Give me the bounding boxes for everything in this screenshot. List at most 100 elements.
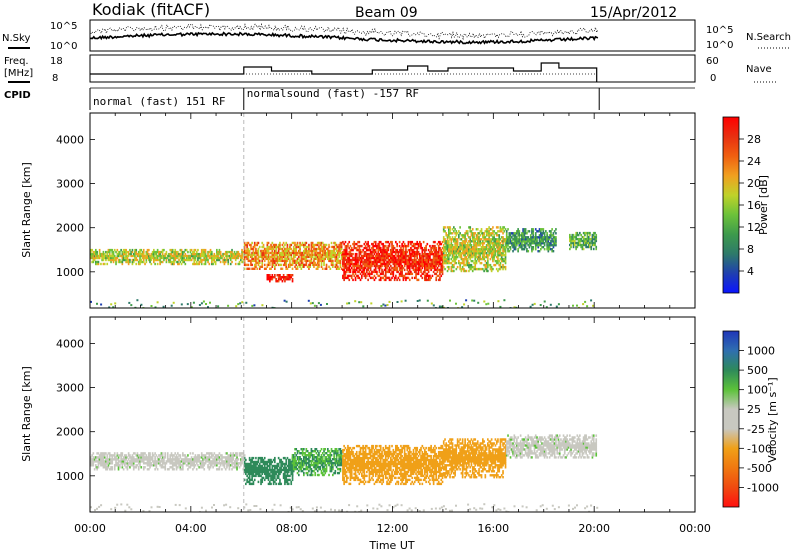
power-cell [594, 239, 596, 243]
power-cell [406, 264, 409, 268]
velocity-cell [137, 454, 140, 457]
power-cell [454, 228, 456, 231]
power-cell [324, 251, 327, 255]
power-cell [311, 251, 314, 255]
velocity-cell [222, 460, 224, 463]
power-cell [280, 251, 282, 255]
velocity-cell [298, 456, 300, 459]
power-cell [372, 260, 374, 264]
velocity-cell [180, 468, 183, 471]
power-cell [280, 276, 282, 279]
power-cell [595, 237, 598, 241]
velocity-cell [229, 454, 232, 457]
velocity-cell [117, 464, 120, 467]
power-cell [337, 253, 339, 257]
power-cell [353, 264, 356, 268]
velocity-cell [305, 458, 308, 461]
power-cell [378, 256, 381, 260]
power-cell [256, 249, 259, 253]
power-cell [286, 255, 289, 259]
velocity-cell [126, 462, 129, 465]
power-cell [529, 236, 532, 239]
velocity-cell [91, 458, 93, 461]
power-ground-scatter [251, 304, 254, 307]
power-cell [485, 254, 488, 257]
power-cell [413, 256, 416, 260]
power-cell [490, 248, 493, 251]
power-cell [468, 261, 470, 265]
power-cell [271, 261, 274, 265]
power-cell [494, 242, 497, 245]
power-cell [253, 245, 256, 249]
power-ground-scatter [309, 302, 312, 305]
power-cell [431, 258, 434, 262]
power-cell [402, 274, 405, 278]
velocity-cell [106, 454, 109, 457]
power-cell [347, 258, 349, 262]
power-cell [218, 252, 221, 256]
power-cell [238, 262, 241, 266]
power-cell [347, 266, 349, 270]
velocity-cell [267, 470, 270, 474]
power-cell [267, 245, 270, 249]
power-cell [300, 255, 303, 259]
power-ground-scatter [440, 305, 443, 308]
power-cell [415, 254, 417, 258]
power-cell [379, 272, 382, 276]
power-cell [105, 254, 107, 258]
velocity-cell [209, 462, 212, 465]
power-cell [434, 262, 436, 266]
power-cell [270, 276, 272, 279]
velocity-cell [193, 466, 196, 469]
velocity-cell [285, 480, 288, 484]
power-cell [217, 250, 219, 254]
power-cell [247, 249, 250, 253]
velocity-cell [228, 464, 231, 467]
velocity-cell [289, 460, 291, 464]
power-cell [237, 262, 240, 266]
power-cell [551, 238, 553, 241]
power-cell [413, 258, 416, 262]
power-ground-scatter [217, 305, 220, 308]
power-cell [464, 246, 466, 249]
velocity-cell [266, 472, 269, 476]
power-cell [344, 272, 347, 276]
power-cell [349, 258, 352, 262]
power-cell [403, 256, 406, 260]
power-cell [314, 261, 317, 265]
velocity-cell [122, 458, 125, 461]
velocity-cell [197, 458, 199, 461]
velocity-cell [117, 456, 120, 459]
power-cell [587, 239, 590, 243]
power-cell [354, 258, 357, 262]
power-cell [348, 252, 351, 256]
power-cell [251, 263, 253, 267]
power-cell [384, 272, 387, 276]
nsky-panel-frame [89, 19, 696, 52]
velocity-cell [170, 466, 173, 469]
velocity-cell [139, 454, 141, 457]
power-cell [377, 260, 380, 264]
power-cell [187, 254, 189, 258]
power-cell [349, 268, 352, 272]
velocity-cell [173, 468, 175, 471]
power-cell [500, 246, 503, 249]
power-cell [594, 241, 596, 245]
power-ground-scatter [384, 304, 387, 307]
power-cell [437, 254, 440, 258]
power-cell [357, 264, 359, 268]
power-cell [395, 258, 397, 262]
power-cell [434, 266, 436, 270]
power-cell [482, 255, 484, 259]
power-cell [426, 254, 429, 258]
power-cell [478, 267, 480, 271]
velocity-cell [132, 458, 135, 461]
velocity-cell [256, 470, 259, 474]
power-cell [395, 264, 397, 268]
power-cell [276, 261, 279, 265]
velocity-cell [285, 478, 288, 482]
power-cell [368, 252, 371, 256]
power-cell [412, 242, 415, 246]
power-cell [424, 258, 426, 262]
power-cell [485, 230, 488, 233]
